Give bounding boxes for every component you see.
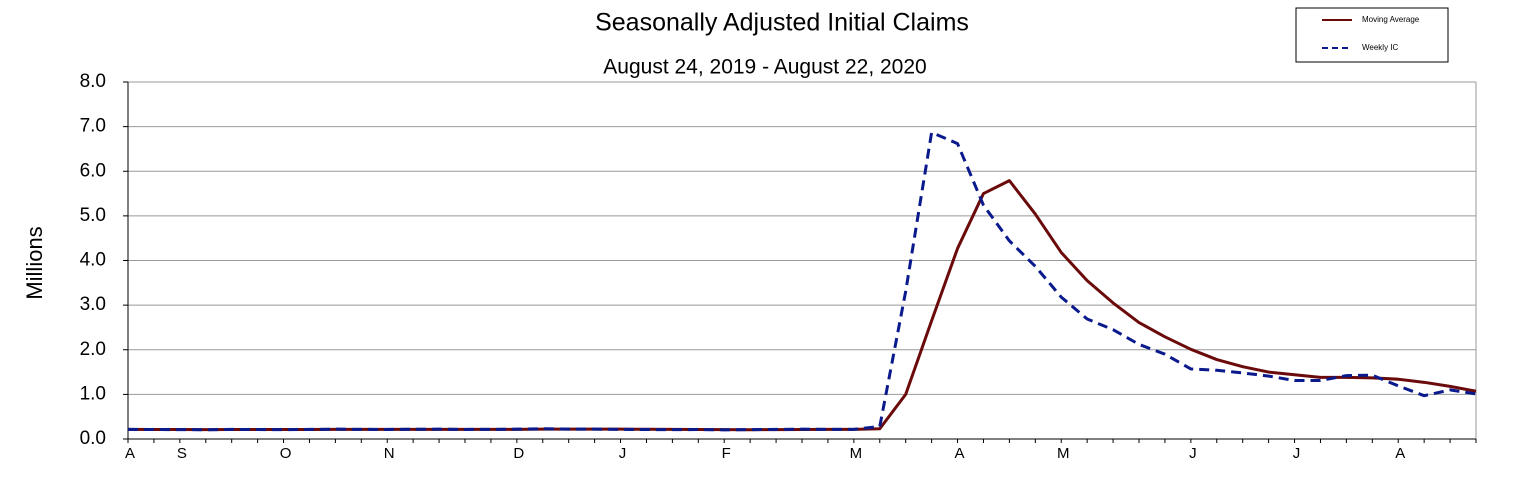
x-tick-label: J: [1293, 445, 1301, 462]
y-tick-label: 5.0: [80, 205, 106, 226]
x-tick-label: F: [722, 445, 731, 462]
y-tick-label: 1.0: [80, 383, 106, 404]
x-tick-label: O: [280, 445, 292, 462]
x-tick-label: N: [384, 445, 395, 462]
x-tick-label: A: [125, 445, 135, 462]
x-tick-label: A: [955, 445, 965, 462]
x-tick-label: M: [1057, 445, 1070, 462]
x-tick-label: A: [1395, 445, 1405, 462]
y-tick-label: 4.0: [80, 250, 106, 271]
legend-label: Moving Average: [1362, 15, 1420, 24]
chart-subtitle: August 24, 2019 - August 22, 2020: [603, 56, 926, 79]
series-line: [127, 130, 1477, 432]
x-tick-label: J: [619, 445, 627, 462]
x-tick-label: S: [177, 445, 187, 462]
x-tick-label: J: [1189, 445, 1197, 462]
x-tick-label: D: [513, 445, 524, 462]
y-tick-label: 0.0: [80, 428, 106, 449]
y-tick-label: 3.0: [80, 294, 106, 315]
legend-box: [1295, 7, 1449, 63]
legend-label: Weekly IC: [1362, 43, 1399, 52]
y-tick-label: 8.0: [80, 71, 106, 92]
y-axis-label: Millions: [22, 226, 47, 299]
y-tick-label: 7.0: [80, 116, 106, 137]
x-tick-label: M: [850, 445, 863, 462]
y-tick-label: 6.0: [80, 160, 106, 181]
chart-title: Seasonally Adjusted Initial Claims: [595, 9, 969, 37]
y-tick-label: 2.0: [80, 339, 106, 360]
